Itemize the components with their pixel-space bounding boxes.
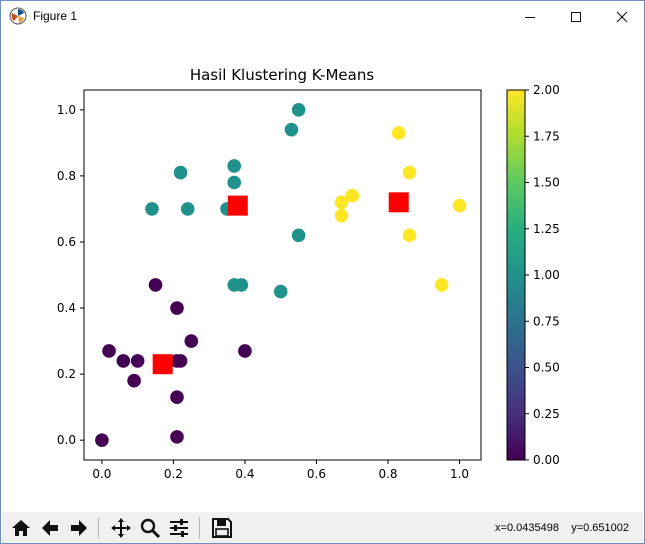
colorbar-tick-label: 0.00 — [533, 453, 560, 467]
x-tick-label: 1.0 — [450, 467, 469, 481]
y-tick-label: 0.4 — [57, 301, 76, 315]
maximize-icon — [571, 11, 581, 22]
data-points — [95, 103, 467, 447]
data-point — [95, 433, 109, 447]
chart-title: Hasil Klustering K-Means — [190, 66, 374, 84]
data-point — [227, 175, 242, 190]
colorbar-tick-label: 1.50 — [533, 176, 560, 190]
toolbar-separator — [199, 517, 200, 539]
colorbar-tick-label: 0.50 — [533, 361, 560, 375]
colorbar-tick-label: 1.00 — [533, 268, 560, 282]
figure-canvas[interactable]: Hasil Klustering K-Means 0.0 0.2 0.4 0.6 0.8… — [2, 33, 643, 511]
navigation-toolbar: x=0.0435498 y=0.651002 — [2, 512, 643, 543]
data-point — [130, 354, 145, 368]
window-title: Figure 1 — [33, 9, 78, 23]
data-point — [148, 278, 163, 292]
data-point — [402, 165, 417, 180]
close-icon — [616, 11, 628, 22]
data-point — [145, 202, 159, 216]
colorbar-tick-label: 0.25 — [533, 407, 560, 421]
colorbar: 0.00 0.25 0.50 0.75 1.00 1.25 1.50 1.75 2.00 — [506, 83, 560, 467]
data-point — [291, 228, 306, 243]
y-axis: 0.0 0.2 0.4 0.6 0.8 1.0 — [57, 103, 84, 447]
data-point — [391, 126, 406, 140]
toolbar-separator — [98, 517, 99, 539]
data-point — [234, 278, 249, 292]
pan-icon — [111, 518, 131, 538]
data-point — [170, 301, 184, 315]
configure-subplots-icon — [170, 519, 188, 537]
data-point — [345, 188, 360, 203]
data-point — [173, 354, 188, 368]
x-tick-label: 0.0 — [92, 467, 111, 481]
data-point — [170, 390, 184, 405]
data-point — [127, 373, 141, 388]
home-icon — [12, 520, 30, 536]
home-button[interactable] — [8, 515, 34, 541]
data-point — [334, 208, 349, 223]
back-button[interactable] — [37, 515, 63, 541]
data-point — [170, 430, 184, 444]
x-tick-label: 0.8 — [378, 467, 397, 481]
y-tick-label: 0.6 — [57, 235, 76, 249]
plot-frame — [83, 89, 482, 461]
forward-arrow-icon — [71, 520, 87, 536]
forward-button[interactable] — [66, 515, 92, 541]
centroids — [152, 192, 409, 375]
y-tick-label: 1.0 — [57, 103, 76, 117]
data-point — [116, 354, 131, 368]
data-point — [284, 122, 299, 137]
centroid-marker — [152, 354, 173, 375]
data-point — [273, 284, 288, 299]
data-point — [184, 334, 199, 348]
matplotlib-icon — [9, 7, 27, 25]
minimize-button[interactable] — [507, 1, 553, 32]
y-tick-label: 0.8 — [57, 169, 76, 183]
zoom-icon — [140, 518, 161, 539]
x-tick-label: 0.4 — [235, 467, 254, 481]
save-button[interactable] — [209, 515, 235, 541]
save-icon — [212, 518, 232, 538]
configure-subplots-button[interactable] — [166, 515, 192, 541]
y-tick-label: 0.0 — [57, 433, 76, 447]
pan-button[interactable] — [108, 515, 134, 541]
y-tick-label: 0.2 — [57, 367, 76, 381]
data-point — [173, 165, 188, 180]
centroid-marker — [227, 195, 248, 216]
colorbar-tick-label: 1.25 — [533, 222, 560, 236]
zoom-button[interactable] — [137, 515, 163, 541]
data-point — [402, 228, 417, 243]
data-point — [334, 195, 349, 210]
x-tick-label: 0.2 — [164, 467, 183, 481]
data-point — [434, 278, 449, 292]
title-bar: Figure 1 — [1, 1, 644, 32]
plot-area — [83, 89, 482, 461]
x-axis: 0.0 0.2 0.4 0.6 0.8 1.0 — [92, 460, 469, 481]
centroid-marker — [388, 192, 409, 213]
data-point — [227, 159, 242, 173]
cursor-coordinates: x=0.0435498 y=0.651002 — [495, 522, 629, 534]
data-point — [452, 198, 467, 213]
x-tick-label: 0.6 — [307, 467, 326, 481]
colorbar-tick-label: 1.75 — [533, 129, 560, 143]
maximize-button[interactable] — [553, 1, 599, 32]
kmeans-scatter-chart: Hasil Klustering K-Means 0.0 0.2 0.4 0.6 0.8… — [57, 66, 560, 481]
back-arrow-icon — [42, 520, 58, 536]
data-point — [102, 344, 116, 358]
colorbar-tick-label: 0.75 — [533, 314, 560, 328]
close-button[interactable] — [599, 1, 645, 32]
minimize-icon — [525, 16, 535, 18]
data-point — [291, 103, 306, 117]
colorbar-tick-label: 2.00 — [533, 83, 560, 97]
data-point — [180, 202, 195, 216]
colorbar-gradient — [506, 89, 526, 461]
data-point — [238, 344, 252, 358]
